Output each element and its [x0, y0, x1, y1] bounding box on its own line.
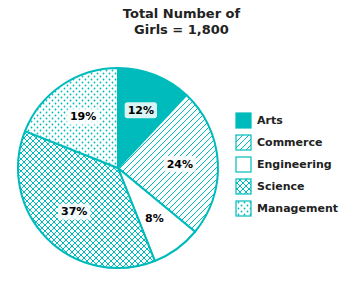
data-label-bg	[58, 204, 90, 220]
legend-swatch	[236, 157, 251, 172]
data-label: 37%	[61, 205, 87, 218]
legend-swatch	[236, 179, 251, 194]
legend-label: Management	[257, 202, 338, 215]
legend-label: Science	[257, 180, 305, 193]
data-label-bg	[125, 102, 157, 118]
data-labels: 12% 24% 8% 37% 19%	[58, 102, 196, 226]
chart-title: Total Number ofGirls = 1,800	[123, 6, 241, 37]
legend-swatch	[236, 113, 251, 128]
chart-container: Total Number ofGirls = 1,80012%24%8%37%1…	[0, 0, 363, 290]
data-label: 8%	[145, 212, 164, 225]
legend-swatch	[236, 201, 251, 216]
data-label: 12%	[128, 104, 154, 117]
legend-label: Arts	[257, 114, 283, 127]
chart: Total Number ofGirls = 1,80012%24%8%37%1…	[0, 0, 363, 290]
pie-slice	[25, 68, 118, 168]
data-label-bg	[67, 109, 99, 125]
legend-label: Engineering	[257, 158, 332, 171]
pie	[18, 68, 218, 268]
legend-swatch	[236, 135, 251, 150]
data-label-bg	[142, 210, 167, 226]
legend: Arts Commerce Engineering Science Management	[236, 113, 338, 216]
data-label: 19%	[70, 110, 96, 123]
data-label-bg	[164, 156, 196, 172]
data-label: 24%	[167, 158, 193, 171]
legend-label: Commerce	[257, 136, 322, 149]
